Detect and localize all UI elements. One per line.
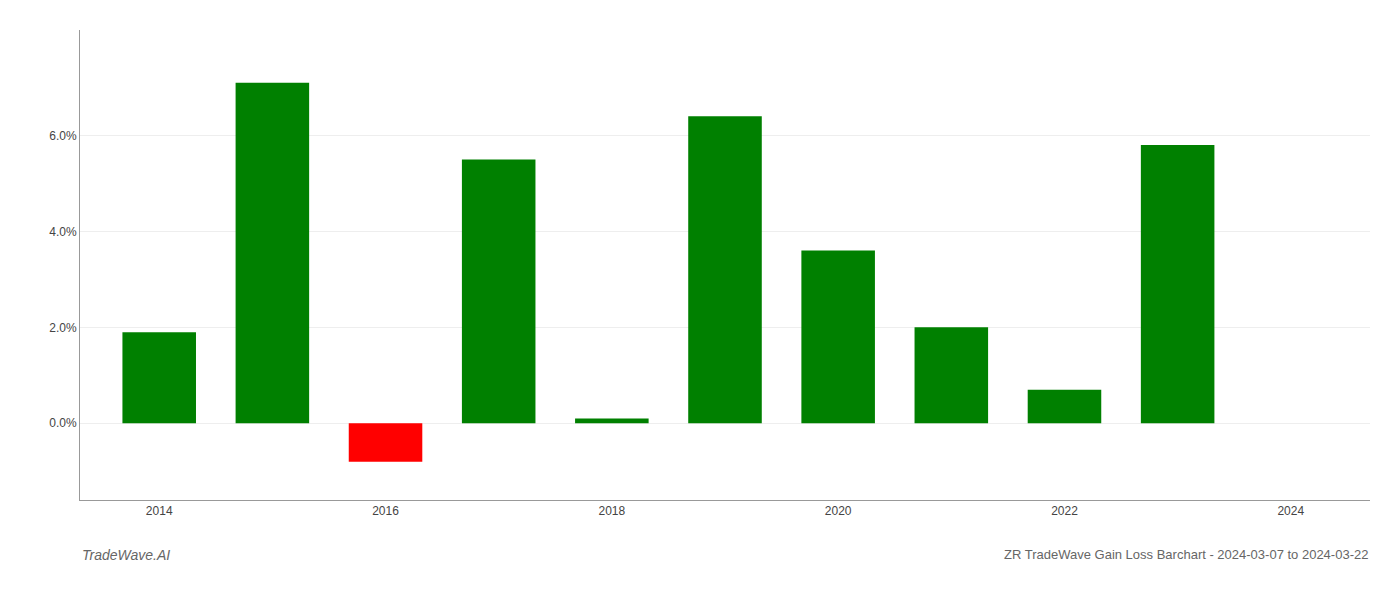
svg-text:2016: 2016 (372, 504, 399, 518)
svg-text:2022: 2022 (1051, 504, 1078, 518)
svg-text:0.0%: 0.0% (49, 416, 77, 430)
svg-text:2018: 2018 (598, 504, 625, 518)
svg-text:2.0%: 2.0% (49, 321, 77, 335)
svg-text:TradeWave.AI: TradeWave.AI (82, 547, 170, 563)
svg-text:2020: 2020 (825, 504, 852, 518)
svg-text:6.0%: 6.0% (49, 129, 77, 143)
svg-text:4.0%: 4.0% (49, 225, 77, 239)
svg-text:2024: 2024 (1277, 504, 1304, 518)
svg-text:2014: 2014 (146, 504, 173, 518)
svg-text:ZR TradeWave Gain Loss Barchar: ZR TradeWave Gain Loss Barchart - 2024-0… (1004, 547, 1368, 562)
